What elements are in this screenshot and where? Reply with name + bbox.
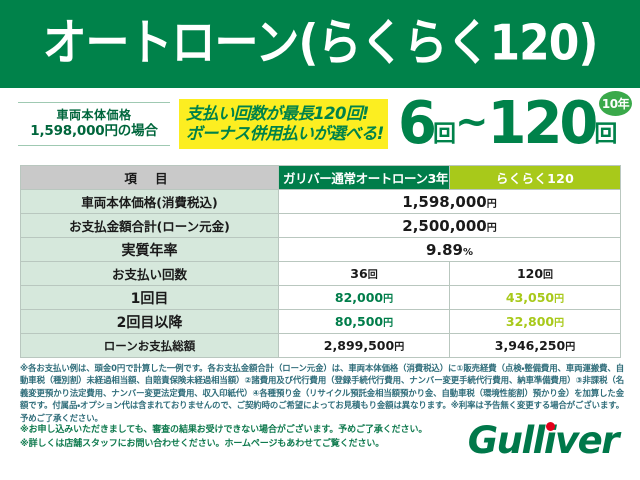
row-value-merged: 9.89% xyxy=(278,237,621,262)
row-label: 1回目 xyxy=(20,285,279,310)
row-label: 2回目以降 xyxy=(20,309,279,334)
row-label: 車両本体価格(消費税込) xyxy=(20,189,279,214)
value-unit: 円 xyxy=(486,198,497,210)
logo-dot-icon xyxy=(546,422,555,431)
value-unit: 円 xyxy=(383,294,394,305)
ten-year-badge: 10年 xyxy=(599,91,632,116)
fineprint-section: ※各お支払い例は、頭金0円で計算した一例です。各お支払金額合計（ローン元金）は、… xyxy=(20,362,624,452)
table-row: 2回目以降 80,500円 32,800円 xyxy=(20,309,621,334)
table-row: 車両本体価格(消費税込) 1,598,000円 xyxy=(20,189,621,214)
fineprint-main-note: ※各お支払い例は、頭金0円で計算した一例です。各お支払金額合計（ローン元金）は、… xyxy=(20,363,624,423)
row-value-raku: 43,050円 xyxy=(449,285,621,310)
value-number: 32,800 xyxy=(505,314,555,329)
fineprint-contact-note: ※詳しくは店舗スタッフにお問い合わせください。ホームページもあわせてご覧ください… xyxy=(20,439,385,450)
min-term-unit: 回 xyxy=(432,120,456,147)
value-number: 2,899,500 xyxy=(323,338,395,353)
logo-wordmark: Gulliver xyxy=(467,419,620,462)
column-header-item: 項 目 xyxy=(20,165,279,190)
value-unit: 円 xyxy=(565,342,576,353)
value-unit: 円 xyxy=(554,294,565,305)
row-value-standard: 2,899,500円 xyxy=(278,333,450,358)
price-case-block: 車両本体価格 1,598,000円の場合 xyxy=(18,101,170,147)
row-label: お支払金額合計(ローン元金) xyxy=(20,213,279,238)
value-number: 120 xyxy=(516,266,544,281)
price-case-label: 車両本体価格 xyxy=(56,107,132,122)
value-unit: 円 xyxy=(554,318,565,329)
row-label: 実質年率 xyxy=(20,237,279,262)
value-number: 9.89 xyxy=(425,240,463,259)
max-term-count: 120 xyxy=(487,89,598,158)
column-header-standard: ガリバー通常オートローン3年 xyxy=(278,165,450,190)
payment-terms-display: 6 回 ~120 回 10年 xyxy=(388,88,640,160)
row-value-merged: 1,598,000円 xyxy=(278,189,621,214)
row-label: お支払い回数 xyxy=(20,261,279,286)
gulliver-logo: Gulliver xyxy=(438,419,620,462)
table-row: お支払い回数 36回 120回 xyxy=(20,261,621,286)
row-value-merged: 2,500,000円 xyxy=(278,213,621,238)
row-value-standard: 82,000円 xyxy=(278,285,450,310)
value-unit: 円 xyxy=(486,222,497,234)
term-range-separator: ~ xyxy=(454,99,489,145)
table-row: 1回目 82,000円 43,050円 xyxy=(20,285,621,310)
value-number: 80,500 xyxy=(334,314,384,329)
loan-comparison-table: 項 目 ガリバー通常オートローン3年 らくらく120 車両本体価格(消費税込) … xyxy=(20,165,621,358)
table-row: ローンお支払総額 2,899,500円 3,946,250円 xyxy=(20,333,621,358)
table-header-row: 項 目 ガリバー通常オートローン3年 らくらく120 xyxy=(20,165,621,190)
row-label: ローンお支払総額 xyxy=(20,333,279,358)
fineprint-screening-note: ※お申し込みいただきましても、審査の結果お受けできない場合がございます。予めご了… xyxy=(20,425,428,436)
value-number: 2,500,000 xyxy=(402,216,487,235)
row-value-standard: 80,500円 xyxy=(278,309,450,334)
row-value-raku: 120回 xyxy=(449,261,621,286)
header-banner: オートローン(らくらく120) xyxy=(0,0,640,88)
row-value-raku: 3,946,250円 xyxy=(449,333,621,358)
price-case-amount: 1,598,000円の場合 xyxy=(30,122,158,139)
page-title: オートローン(らくらく120) xyxy=(42,14,599,72)
value-unit: 回 xyxy=(367,270,378,281)
value-number: 36 xyxy=(350,266,368,281)
max-term-unit: 回 xyxy=(594,120,618,147)
value-number: 3,946,250 xyxy=(494,338,566,353)
value-number: 1,598,000 xyxy=(402,192,487,211)
min-term-count: 6 xyxy=(398,89,437,158)
value-unit: 回 xyxy=(543,270,554,281)
row-value-raku: 32,800円 xyxy=(449,309,621,334)
value-unit: % xyxy=(462,246,474,258)
value-unit: 円 xyxy=(383,318,394,329)
row-value-standard: 36回 xyxy=(278,261,450,286)
table-row: お支払金額合計(ローン元金) 2,500,000円 xyxy=(20,213,621,238)
column-header-raku: らくらく120 xyxy=(449,165,621,190)
yellow-callout: 支払い回数が最長120回! ボーナス併用払いが選べる! xyxy=(179,99,388,149)
table-row: 実質年率 9.89% xyxy=(20,237,621,262)
value-unit: 円 xyxy=(394,342,405,353)
callout-line-2: ボーナス併用払いが選べる! xyxy=(186,123,384,143)
value-number: 82,000 xyxy=(334,290,384,305)
hero-strip: 車両本体価格 1,598,000円の場合 支払い回数が最長120回! ボーナス併… xyxy=(0,88,640,160)
callout-line-1: 支払い回数が最長120回! xyxy=(186,104,369,124)
value-number: 43,050 xyxy=(505,290,555,305)
